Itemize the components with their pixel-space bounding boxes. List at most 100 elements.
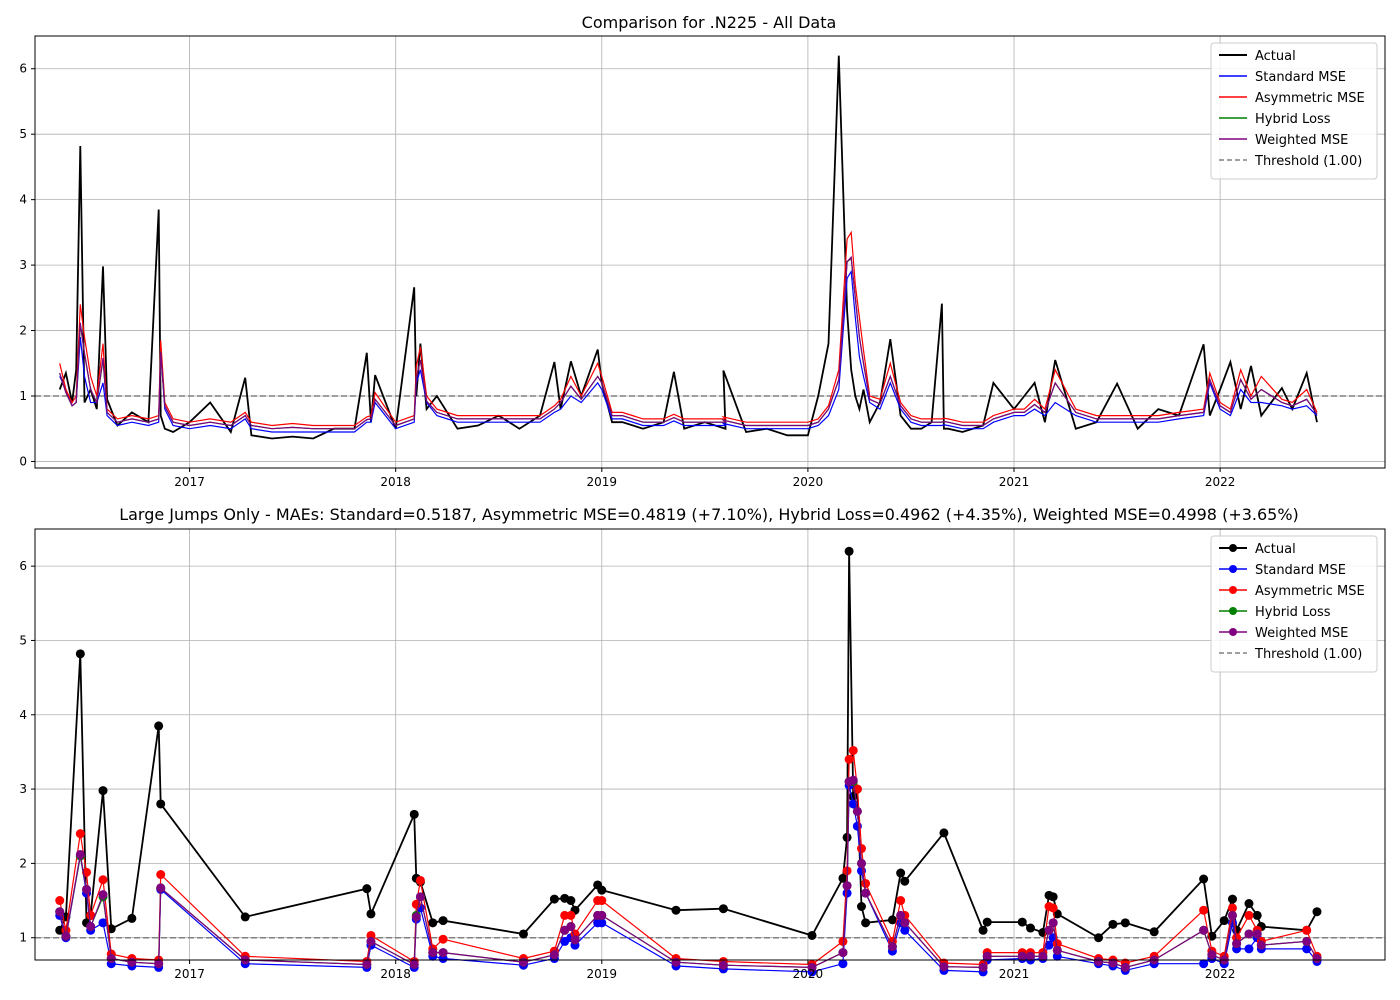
bottom-point <box>566 896 576 906</box>
bottom-point <box>1048 918 1058 928</box>
bottom-point <box>1038 951 1048 961</box>
bottom-point <box>1244 929 1254 939</box>
bottom-point <box>852 806 862 816</box>
bottom-legend-label: Asymmetric MSE <box>1255 584 1365 599</box>
top-series-weighted-mse <box>59 255 1318 430</box>
bottom-point <box>1017 917 1027 927</box>
bottom-y-tick-label: 3 <box>19 782 27 796</box>
bottom-point <box>75 849 85 859</box>
bottom-point <box>366 909 376 919</box>
bottom-x-tick-label: 2022 <box>1205 967 1236 981</box>
bottom-legend-label: Actual <box>1255 542 1296 557</box>
bottom-point <box>597 896 607 906</box>
bottom-point <box>570 935 580 945</box>
bottom-point <box>896 896 906 906</box>
bottom-point <box>838 959 848 969</box>
bottom-point <box>1044 925 1054 935</box>
bottom-point <box>1227 910 1237 920</box>
bottom-point <box>1017 951 1027 961</box>
bottom-point <box>55 907 65 917</box>
bottom-legend-marker <box>1229 544 1237 552</box>
bottom-point <box>106 954 116 964</box>
bottom-point <box>807 962 817 972</box>
bottom-point <box>1199 925 1209 935</box>
bottom-point <box>566 922 576 932</box>
bottom-point <box>1025 951 1035 961</box>
bottom-point <box>838 873 848 883</box>
top-chart-title: Comparison for .N225 - All Data <box>582 13 837 32</box>
bottom-point <box>982 951 992 961</box>
bottom-point <box>597 918 607 928</box>
bottom-point <box>982 917 992 927</box>
bottom-point <box>900 925 910 935</box>
bottom-point <box>896 910 906 920</box>
bottom-point <box>718 904 728 914</box>
bottom-point <box>900 876 910 886</box>
bottom-x-tick-label: 2018 <box>380 967 411 981</box>
bottom-point <box>1052 939 1062 949</box>
top-legend-label: Hybrid Loss <box>1255 112 1331 127</box>
top-legend-box <box>1210 42 1378 180</box>
top-x-tick-label: 2022 <box>1205 475 1236 489</box>
bottom-point <box>1312 954 1322 964</box>
bottom-point <box>1244 899 1254 909</box>
top-x-tick-label: 2021 <box>999 475 1030 489</box>
bottom-point <box>844 546 854 556</box>
bottom-point <box>887 915 897 925</box>
bottom-legend-label: Standard MSE <box>1255 563 1346 578</box>
bottom-point <box>939 828 949 838</box>
top-y-tick-label: 0 <box>19 454 27 468</box>
bottom-point <box>1044 940 1054 950</box>
bottom-point <box>597 910 607 920</box>
bottom-point <box>1252 910 1262 920</box>
bottom-y-tick-label: 6 <box>19 559 27 573</box>
bottom-chart-title: Large Jumps Only - MAEs: Standard=0.5187… <box>119 505 1299 524</box>
bottom-point <box>1094 933 1104 943</box>
bottom-point <box>82 884 92 894</box>
bottom-point <box>900 918 910 928</box>
bottom-point <box>1048 892 1058 902</box>
bottom-point <box>411 912 421 922</box>
top-legend-label: Actual <box>1255 49 1296 64</box>
bottom-y-tick-label: 5 <box>19 633 27 647</box>
bottom-y-tick-label: 4 <box>19 708 27 722</box>
top-y-tick-label: 3 <box>19 258 27 272</box>
top-axes-frame <box>34 35 1386 469</box>
top-x-tick-label: 2019 <box>587 475 618 489</box>
bottom-point <box>1302 936 1312 946</box>
bottom-point <box>1219 916 1229 926</box>
bottom-chart-axes: 2017 2018 2019 2020 2021 2022 1 2 3 4 5 6 <box>19 528 1386 981</box>
bottom-y-tick-label: 2 <box>19 856 27 870</box>
bottom-point <box>438 934 448 944</box>
bottom-point <box>1244 944 1254 954</box>
bottom-point <box>1120 918 1130 928</box>
bottom-point <box>549 894 559 904</box>
bottom-x-tick-label: 2021 <box>999 967 1030 981</box>
bottom-point <box>518 929 528 939</box>
top-series-standard-mse <box>59 269 1318 433</box>
top-legend-label: Weighted MSE <box>1255 133 1348 148</box>
top-y-tick-label: 6 <box>19 62 27 76</box>
bottom-point <box>127 913 137 923</box>
bottom-point <box>844 754 854 764</box>
bottom-x-tick-label: 2019 <box>587 967 618 981</box>
bottom-legend-marker <box>1229 628 1237 636</box>
bottom-point <box>1244 910 1254 920</box>
bottom-point <box>807 930 817 940</box>
bottom-point <box>366 936 376 946</box>
bottom-point <box>838 948 848 958</box>
bottom-point <box>978 925 988 935</box>
bottom-point <box>1149 927 1159 937</box>
bottom-point <box>1252 929 1262 939</box>
bottom-chart-legend: Actual Standard MSE Asymmetric MSE Hybrid L… <box>1210 535 1378 673</box>
bottom-point <box>98 786 108 796</box>
bottom-point <box>597 885 607 895</box>
bottom-point <box>856 858 866 868</box>
bottom-point <box>362 959 372 969</box>
bottom-point <box>842 832 852 842</box>
bottom-point <box>939 962 949 972</box>
bottom-point <box>438 948 448 958</box>
bottom-point <box>127 957 137 967</box>
bottom-point <box>887 942 897 952</box>
